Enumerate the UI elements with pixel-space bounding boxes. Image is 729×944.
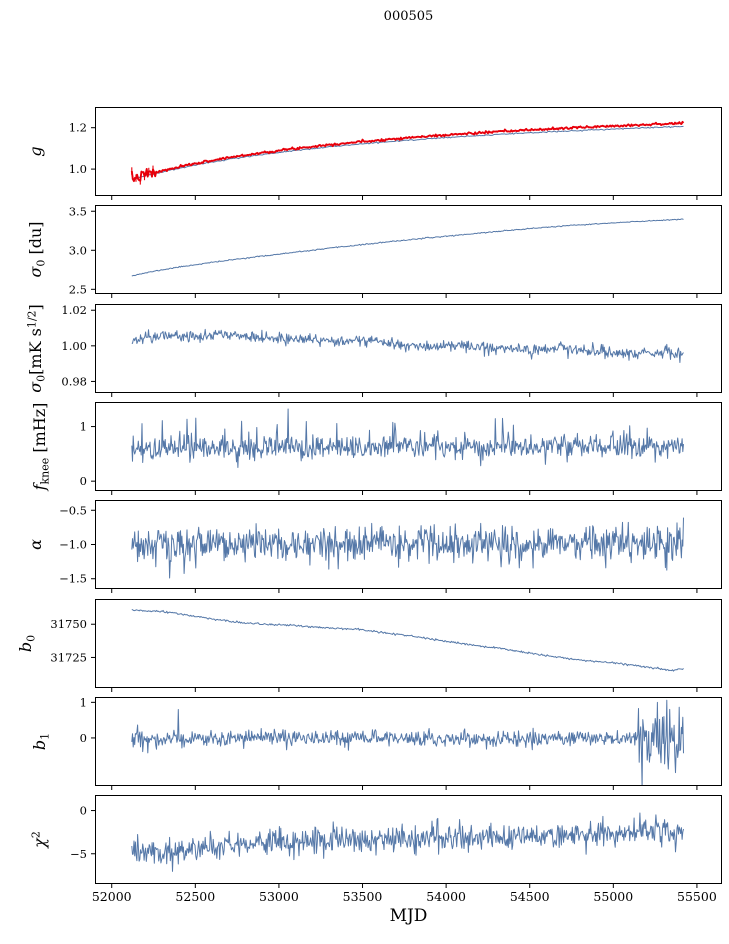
y-axis-label-g: g (26, 146, 45, 156)
x-axis-label: MJD (389, 906, 428, 926)
panel-b0: 31725 31750 b0 (16, 598, 722, 692)
y-tick-label: 2.5 (69, 283, 87, 297)
y-tick-label: 1 (80, 695, 87, 709)
series-gain-measured (130, 120, 685, 183)
plot-area-g: 1.0 1.2 g (26, 107, 722, 200)
y-tick-label: −0.5 (59, 503, 87, 517)
y-tick-label: 1.2 (69, 121, 87, 135)
x-tick-label: 52500 (175, 889, 215, 904)
panel-sigma0-du: 2.5 3.0 3.5 σ0 [du] (26, 205, 722, 299)
y-axis-label-chi2: χ2 (30, 831, 50, 849)
y-tick-label: 1.0 (69, 162, 87, 176)
x-tick-label: 53500 (343, 889, 383, 904)
y-axis-label-b1: b1 (30, 733, 52, 750)
plot-area-sigma0-mk: 0.98 1.00 1.02 σ0[mK s1/2] (26, 303, 722, 397)
panel-fknee: 0 1 fknee [mHz] (30, 401, 722, 495)
y-tick-label: 0 (80, 804, 87, 818)
plot-area-chi2: −5 0 52000 52500 53000 53500 54000 54500 55000 55… (30, 795, 722, 904)
x-tick-label: 54000 (426, 889, 466, 904)
panel-sigma0-mk: 0.98 1.00 1.02 σ0[mK s1/2] (26, 303, 722, 397)
y-axis-label-sigma0-du: σ0 [du] (26, 222, 48, 278)
axes-frame (95, 401, 722, 491)
axes-frame (95, 303, 722, 393)
series-fknee (131, 408, 684, 468)
y-tick-label: 31750 (50, 617, 87, 631)
panel-alpha: −1.5 −1.0 −0.5 α (26, 500, 722, 594)
y-tick-label: 0.98 (61, 374, 87, 388)
y-axis-label-sigma0-mk: σ0[mK s1/2] (26, 304, 48, 393)
y-tick-label: 1.02 (61, 303, 87, 317)
y-tick-label: 0 (80, 474, 87, 488)
series-alpha (131, 517, 684, 579)
y-tick-label: 3.0 (69, 244, 87, 258)
series-sigma0-mk (131, 328, 684, 363)
axes-frame (95, 795, 722, 885)
series-chi2 (131, 812, 684, 872)
y-tick-label: 1.00 (61, 338, 87, 352)
y-tick-label: −1.5 (59, 572, 87, 586)
plot-area-b1: 0 1 b1 (30, 695, 722, 790)
axes-frame (95, 205, 722, 295)
x-tick-label: 53000 (259, 889, 299, 904)
y-tick-label: −1.0 (59, 538, 87, 552)
y-tick-label: 0 (80, 731, 87, 745)
axes-frame (95, 107, 722, 196)
panel-g: 1.0 1.2 g (26, 107, 722, 200)
y-axis-label-alpha: α (26, 539, 45, 550)
axes-frame (95, 500, 722, 590)
plot-area-b0: 31725 31750 b0 (16, 598, 722, 692)
panel-b1: 0 1 b1 (30, 695, 722, 790)
series-b1 (131, 699, 684, 786)
plot-area-fknee: 0 1 fknee [mHz] (30, 401, 722, 495)
figure-title: 000505 (383, 9, 434, 24)
series-sigma0-du (131, 218, 684, 277)
plot-area-alpha: −1.5 −1.0 −0.5 α (26, 500, 722, 594)
series-b0 (131, 608, 684, 672)
axes-frame (95, 598, 722, 688)
y-tick-label: 1 (80, 419, 87, 433)
y-tick-label: −5 (70, 847, 87, 861)
y-tick-label: 3.5 (69, 205, 87, 219)
y-tick-label: 31725 (50, 650, 87, 664)
x-tick-label: 54500 (510, 889, 550, 904)
panel-chi2: −5 0 52000 52500 53000 53500 54000 54500 55000 55… (30, 795, 722, 904)
y-axis-label-b0: b0 (16, 634, 38, 651)
plot-area-sigma0-du: 2.5 3.0 3.5 σ0 [du] (26, 205, 722, 299)
series-gain-smooth-model (131, 125, 684, 180)
x-tick-label: 55500 (677, 889, 717, 904)
x-tick-label: 55000 (593, 889, 633, 904)
y-axis-label-fknee: fknee [mHz] (30, 402, 52, 491)
axes-frame (95, 696, 722, 786)
x-tick-label: 52000 (92, 889, 132, 904)
